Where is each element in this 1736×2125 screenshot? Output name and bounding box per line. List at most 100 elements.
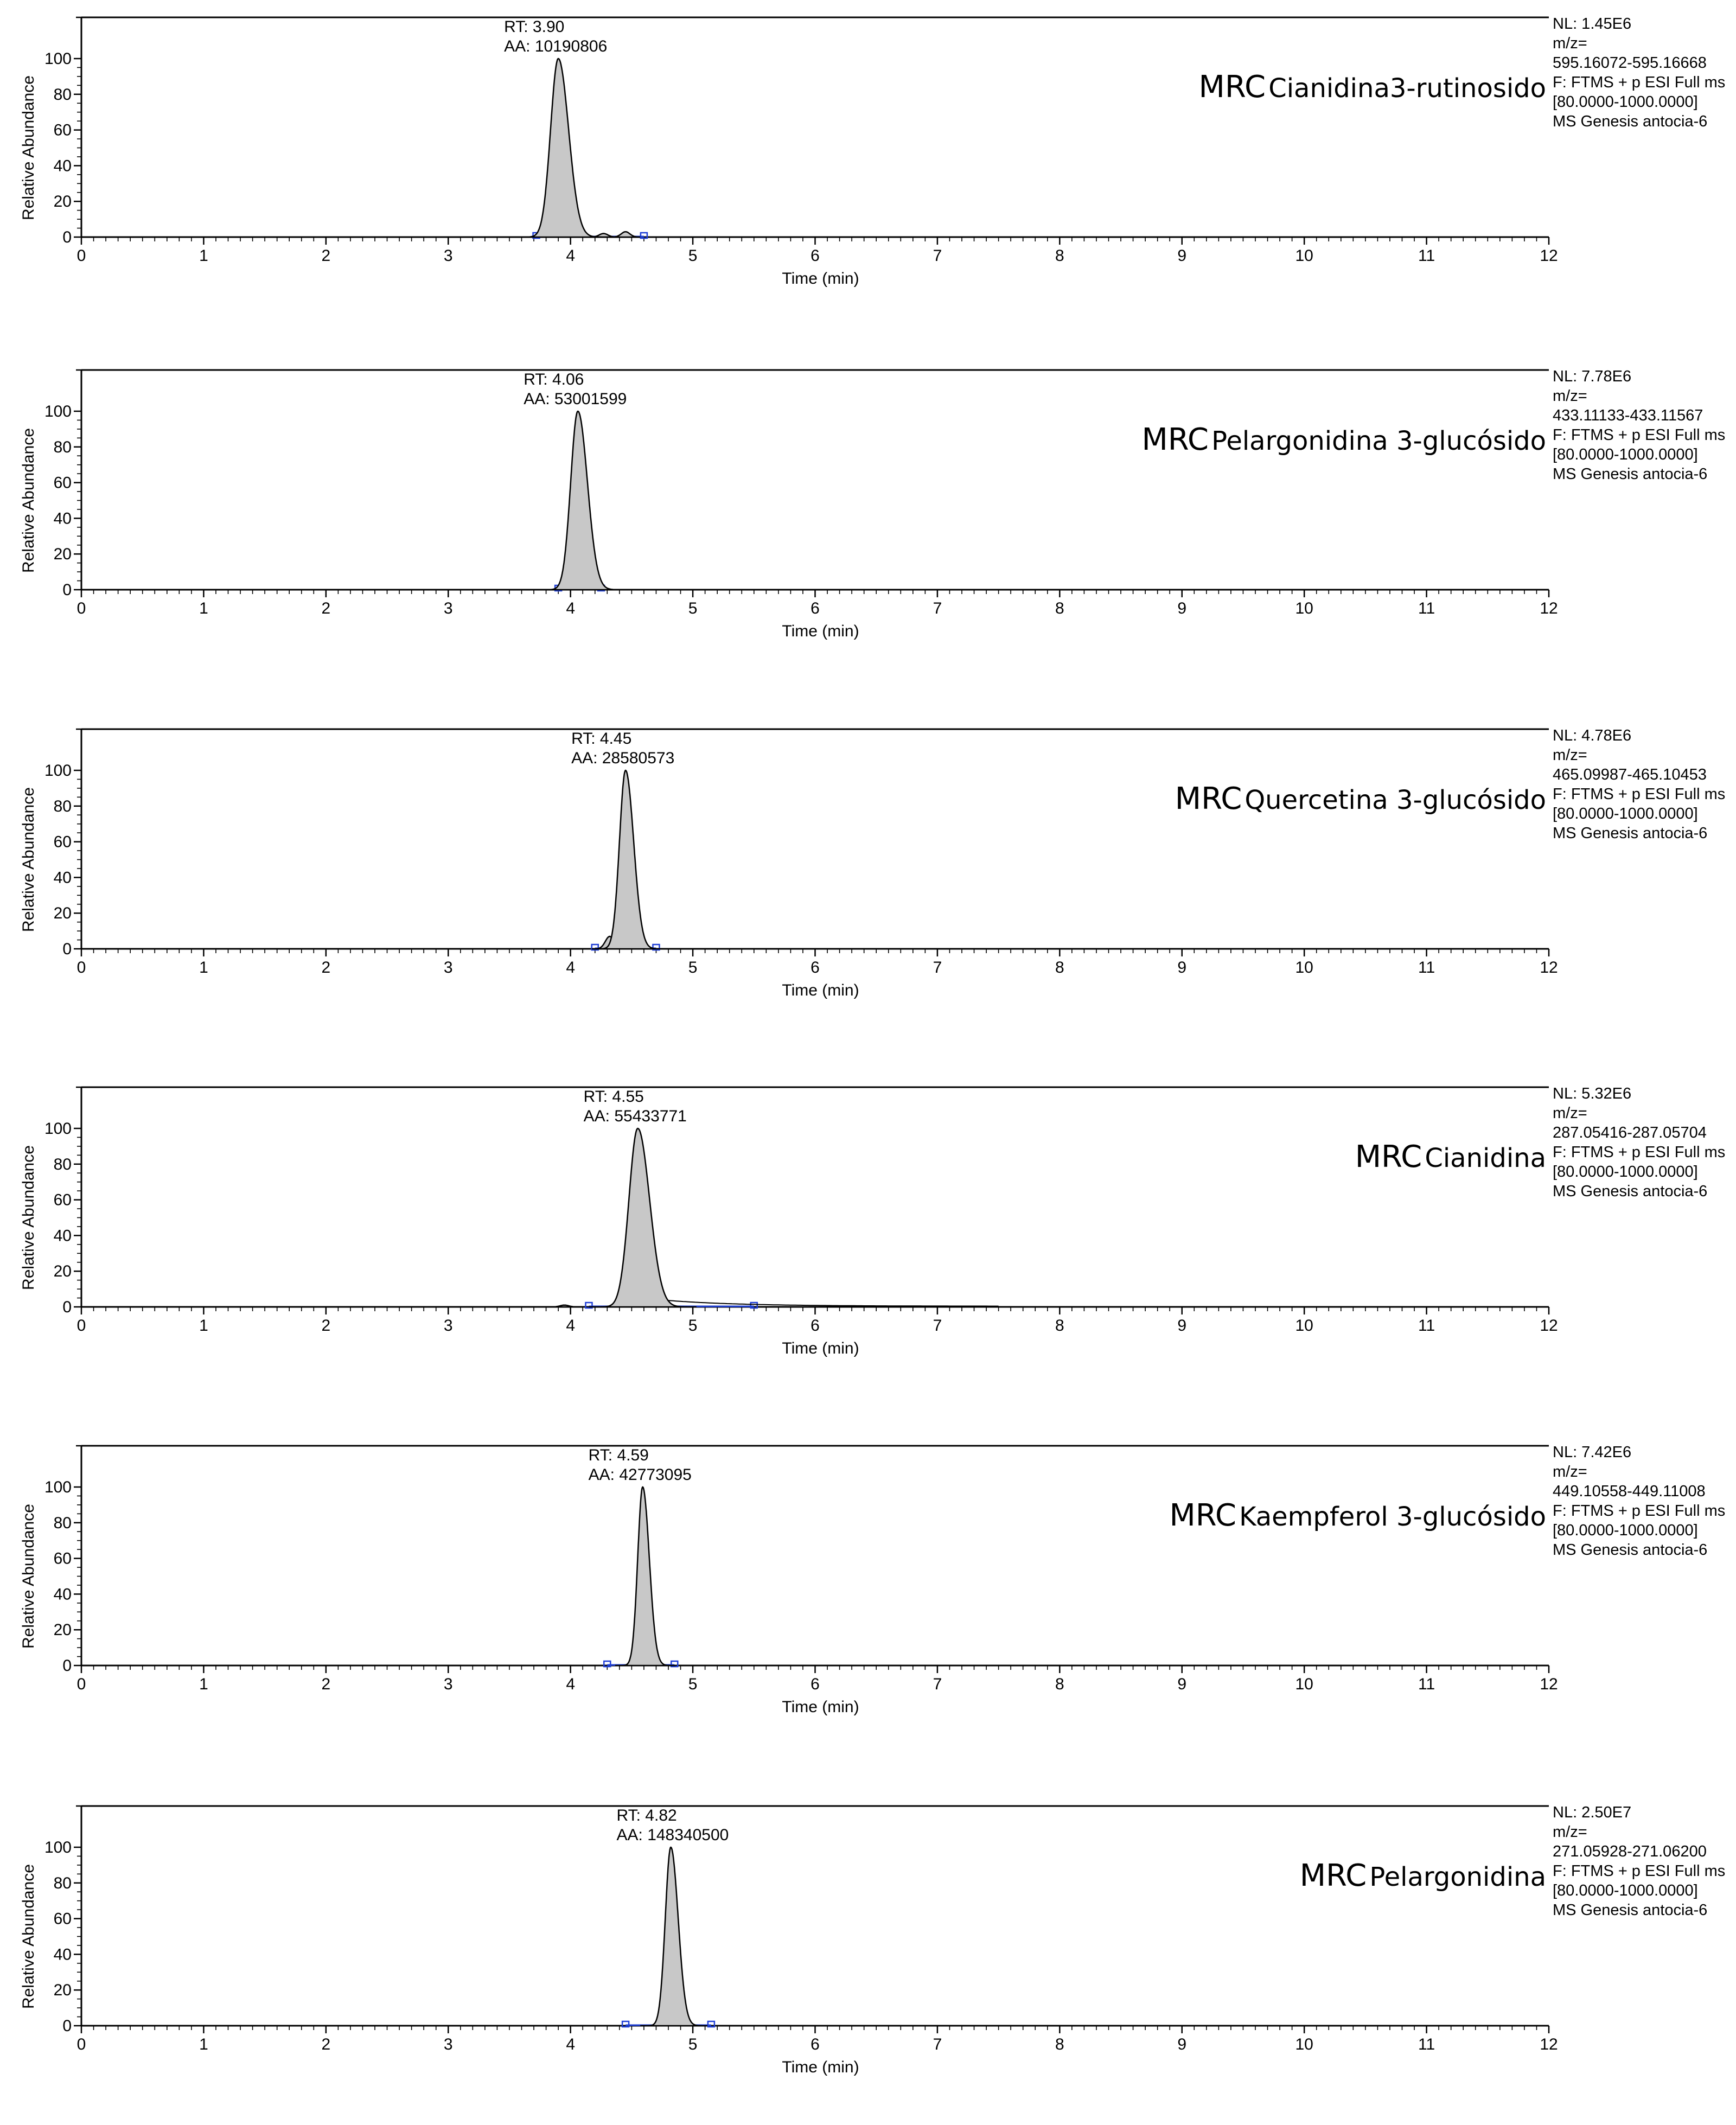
x-tick-label: 5 — [688, 1675, 698, 1693]
x-tick-label: 2 — [321, 247, 330, 265]
peak-rt-label: RT: 3.90 — [504, 18, 564, 36]
x-tick-label: 12 — [1540, 1675, 1558, 1693]
x-tick-label: 7 — [933, 2035, 942, 2053]
x-tick-label: 7 — [933, 599, 942, 617]
x-tick-label: 3 — [444, 1317, 453, 1335]
scan-info-scan-range: [80.0000-1000.0000] — [1553, 1522, 1698, 1539]
peak-rt-label: RT: 4.06 — [524, 371, 584, 388]
x-tick-label: 7 — [933, 1675, 942, 1693]
x-tick-label: 3 — [444, 959, 453, 977]
peak-rt-label: RT: 4.55 — [584, 1088, 644, 1106]
compound-name: Cianidina3-rutinosido — [1268, 73, 1546, 104]
scan-info: NL: 2.50E7 m/z= 271.05928-271.06200 F: FTMS… — [1553, 1803, 1725, 1920]
y-tick-label: 0 — [62, 2017, 72, 2035]
x-tick-label: 6 — [810, 247, 820, 265]
x-tick-label: 7 — [933, 247, 942, 265]
y-axis-label: Relative Abundance — [20, 75, 37, 220]
x-axis-label: Time (min) — [782, 622, 859, 640]
x-tick-label: 1 — [199, 599, 208, 617]
x-tick-label: 8 — [1055, 1675, 1064, 1693]
chromatogram-panel: 0 1 2 3 4 5 6 7 8 9 10 11 12 0 20 40 60 80 100 Time (min) Re… — [0, 712, 1736, 1048]
baseline-start-marker — [591, 943, 599, 951]
x-tick-label: 10 — [1295, 1675, 1313, 1693]
scan-info-ms: MS Genesis antocia-6 — [1553, 113, 1708, 130]
x-tick-label: 0 — [77, 599, 86, 617]
x-tick-label: 12 — [1540, 247, 1558, 265]
x-tick-label: 8 — [1055, 247, 1064, 265]
x-tick-label: 2 — [321, 599, 330, 617]
y-axis-label: Relative Abundance — [20, 1864, 37, 2009]
scan-info-filter: F: FTMS + p ESI Full ms — [1553, 74, 1726, 91]
scan-info-ms: MS Genesis antocia-6 — [1553, 825, 1708, 842]
x-tick-label: 12 — [1540, 1317, 1558, 1335]
x-tick-label: 10 — [1295, 599, 1313, 617]
y-tick-label: 20 — [54, 1621, 72, 1639]
y-tick-label: 100 — [44, 50, 72, 68]
peak-area-label: AA: 42773095 — [589, 1466, 692, 1484]
y-tick-label: 0 — [62, 1657, 72, 1675]
scan-info-nl: NL: 7.78E6 — [1553, 368, 1632, 385]
baseline-end-marker — [707, 2020, 716, 2028]
x-tick-label: 9 — [1177, 2035, 1186, 2053]
x-axis-label: Time (min) — [782, 2058, 859, 2076]
compound-title: MRC Quercetina 3-glucósido — [1175, 781, 1546, 816]
x-tick-label: 6 — [810, 1317, 820, 1335]
x-tick-label: 6 — [810, 2035, 820, 2053]
y-axis-label: Relative Abundance — [20, 787, 37, 932]
scan-info-mz-range: 465.09987-465.10453 — [1553, 766, 1707, 783]
compound-title: MRC Pelargonidina — [1300, 1858, 1546, 1893]
main-peak — [589, 1127, 697, 1308]
baseline-start-marker — [585, 1301, 593, 1309]
x-tick-label: 9 — [1177, 247, 1186, 265]
x-tick-label: 12 — [1540, 599, 1558, 617]
scan-info-filter: F: FTMS + p ESI Full ms — [1553, 1502, 1726, 1520]
scan-info-scan-range: [80.0000-1000.0000] — [1553, 805, 1698, 822]
scan-info-filter: F: FTMS + p ESI Full ms — [1553, 786, 1726, 803]
x-tick-label: 11 — [1418, 1317, 1435, 1335]
x-tick-label: 0 — [77, 2035, 86, 2053]
y-tick-label: 100 — [44, 1478, 72, 1496]
baseline-end-marker — [750, 1301, 758, 1309]
y-tick-label: 80 — [54, 797, 72, 815]
compound-name: Pelargonidina — [1369, 1862, 1546, 1892]
scan-info-mz-range: 271.05928-271.06200 — [1553, 1843, 1707, 1860]
compound-name: Kaempferol 3-glucósido — [1239, 1502, 1546, 1532]
y-tick-label: 60 — [54, 1910, 72, 1928]
scan-info-mz-label: m/z= — [1553, 35, 1587, 52]
x-tick-label: 8 — [1055, 599, 1064, 617]
x-tick-label: 11 — [1418, 1675, 1435, 1693]
y-tick-label: 20 — [54, 545, 72, 563]
scan-info-filter: F: FTMS + p ESI Full ms — [1553, 426, 1726, 444]
scan-info-mz-range: 595.16072-595.16668 — [1553, 54, 1707, 72]
scan-info-ms: MS Genesis antocia-6 — [1553, 465, 1708, 483]
y-tick-label: 100 — [44, 1120, 72, 1138]
scan-info-filter: F: FTMS + p ESI Full ms — [1553, 1862, 1726, 1880]
scan-info: NL: 5.32E6 m/z= 287.05416-287.05704 F: FTMS… — [1553, 1084, 1725, 1201]
scan-info-mz-label: m/z= — [1553, 387, 1587, 405]
main-peak — [592, 769, 666, 950]
x-tick-label: 0 — [77, 1675, 86, 1693]
baseline-end-marker — [640, 232, 648, 239]
y-tick-label: 20 — [54, 1981, 72, 1999]
scan-info-mz-label: m/z= — [1553, 1463, 1587, 1481]
scan-info-mz-range: 287.05416-287.05704 — [1553, 1124, 1707, 1141]
baseline-start-marker — [603, 1660, 611, 1668]
y-tick-label: 40 — [54, 1585, 72, 1603]
chromatogram-panel: 0 1 2 3 4 5 6 7 8 9 10 11 12 0 20 40 60 80 100 Time (min) Re… — [0, 0, 1736, 336]
y-tick-label: 40 — [54, 1945, 72, 1963]
y-tick-label: 60 — [54, 1191, 72, 1209]
x-tick-label: 4 — [566, 2035, 575, 2053]
x-tick-label: 2 — [321, 1317, 330, 1335]
scan-info-scan-range: [80.0000-1000.0000] — [1553, 1163, 1698, 1180]
title-prefix: MRC — [1141, 422, 1209, 457]
y-tick-label: 60 — [54, 833, 72, 851]
y-axis-label: Relative Abundance — [20, 1504, 37, 1649]
x-axis-label: Time (min) — [782, 1698, 859, 1716]
y-tick-label: 40 — [54, 869, 72, 886]
